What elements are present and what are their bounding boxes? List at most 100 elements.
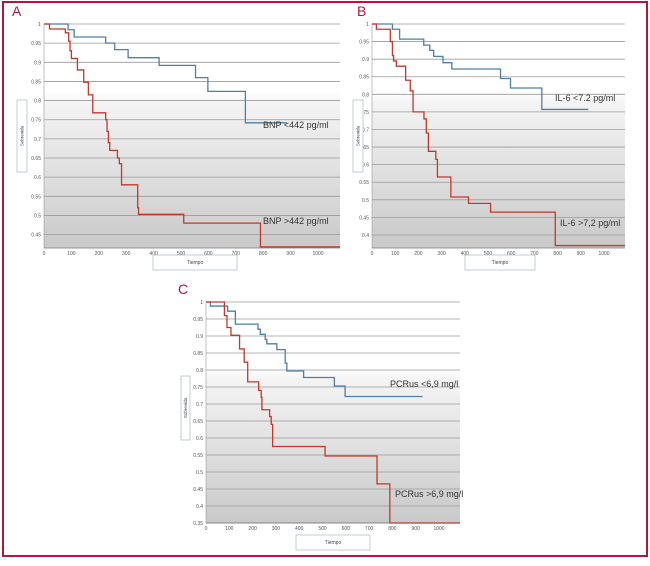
y-tick-label: 0.7 — [34, 137, 41, 143]
y-tick-label: 0.75 — [359, 110, 369, 116]
panel-letter: A — [12, 3, 22, 19]
series-label: PCRus <6,9 mg/l — [390, 379, 458, 389]
x-tick-label: 600 — [204, 251, 213, 257]
y-tick-label: 0.45 — [31, 233, 41, 239]
chart-panel-B: 1 0.95 0.9 0.85 0.8 0.75 0.7 0.65 0.6 0.55 0.5 0.45… — [352, 3, 625, 271]
plot-area — [206, 302, 460, 523]
y-tick-label: 0.95 — [193, 317, 203, 323]
y-tick-label: 0.9 — [34, 60, 41, 66]
x-axis-title: Tiempo — [187, 260, 204, 266]
x-tick-label: 200 — [95, 251, 104, 257]
y-axis-title: Sobrevida — [20, 125, 25, 146]
y-tick-label: 0.55 — [31, 194, 41, 200]
y-tick-label: 0.8 — [196, 368, 203, 374]
y-tick-label: 0.65 — [359, 145, 369, 151]
y-tick-label: 0.65 — [31, 156, 41, 162]
x-tick-label: 1000 — [312, 251, 323, 257]
survival-curve-low — [372, 23, 589, 111]
survival-curve-high — [206, 301, 460, 524]
y-tick-label: 0.55 — [359, 180, 369, 186]
y-tick-label: 1 — [200, 300, 203, 306]
x-tick-label: 800 — [388, 526, 397, 532]
x-tick-label: 900 — [412, 526, 421, 532]
y-tick-label: 0.7 — [196, 402, 203, 408]
x-tick-label: 600 — [342, 526, 351, 532]
series-label: IL-6 <7.2 pg/ml — [555, 93, 615, 103]
plot-area — [44, 24, 340, 248]
y-tick-label: 0.55 — [193, 453, 203, 459]
x-tick-label: 400 — [149, 251, 158, 257]
x-tick-label: 700 — [530, 251, 539, 257]
x-tick-label: 1000 — [433, 526, 444, 532]
y-tick-label: 0.4 — [196, 504, 203, 510]
y-tick-label: 0.45 — [359, 215, 369, 221]
x-tick-label: 800 — [553, 251, 562, 257]
x-tick-label: 500 — [177, 251, 186, 257]
x-tick-label: 0 — [205, 526, 208, 532]
chart-panel-A: 1 0.95 0.9 0.85 0.8 0.75 0.7 0.65 0.6 0.55 0.5 0.45… — [12, 3, 340, 271]
y-tick-label: 1 — [38, 22, 41, 28]
y-tick-label: 0.5 — [34, 213, 41, 219]
survival-curve-high — [372, 23, 625, 247]
x-tick-label: 800 — [259, 251, 268, 257]
series-label: IL-6 >7,2 pg/ml — [560, 218, 620, 228]
x-tick-label: 900 — [286, 251, 295, 257]
y-axis-title-box — [352, 99, 364, 173]
x-tick-label: 400 — [295, 526, 304, 532]
x-tick-label: 300 — [272, 526, 281, 532]
y-tick-label: 0.35 — [193, 521, 203, 527]
y-tick-label: 0.75 — [193, 385, 203, 391]
y-axis-title: Sobrevida — [183, 397, 188, 418]
y-tick-label: 0.7 — [362, 127, 369, 133]
series-label: PCRus >6,9 mg/l — [395, 489, 463, 499]
x-tick-label: 1000 — [598, 251, 609, 257]
x-tick-label: 300 — [437, 251, 446, 257]
y-tick-label: 0.8 — [34, 99, 41, 105]
survival-curve-low — [206, 301, 423, 398]
y-tick-label: 0.65 — [193, 419, 203, 425]
frame — [2, 1, 648, 557]
y-tick-label: 0.85 — [359, 75, 369, 81]
y-tick-label: 0.5 — [196, 470, 203, 476]
x-tick-label: 100 — [225, 526, 234, 532]
x-tick-label: 700 — [232, 251, 241, 257]
y-tick-label: 0.5 — [362, 198, 369, 204]
plot-area — [372, 24, 625, 248]
y-tick-label: 0.4 — [362, 233, 369, 239]
y-tick-label: 0.85 — [31, 79, 41, 85]
panel-letter: B — [357, 3, 366, 19]
x-tick-label: 400 — [461, 251, 470, 257]
x-tick-label: 900 — [577, 251, 586, 257]
x-tick-label: 600 — [507, 251, 516, 257]
x-axis-title: Tiempo — [325, 540, 342, 546]
x-tick-label: 200 — [414, 251, 423, 257]
y-tick-label: 0.85 — [193, 351, 203, 357]
chart-panel-C: 1 0.95 0.9 0.85 0.8 0.75 0.7 0.65 0.6 0.55 0.5 0.45… — [178, 281, 463, 551]
series-label: BNP <442 pg/ml — [263, 120, 329, 130]
y-axis-title: Sobrevida — [356, 125, 361, 146]
y-tick-label: 1 — [366, 22, 369, 28]
y-tick-label: 0.75 — [31, 118, 41, 124]
y-tick-label: 0.8 — [362, 92, 369, 98]
y-tick-label: 0.95 — [359, 40, 369, 46]
y-tick-label: 0.95 — [31, 41, 41, 47]
x-axis-title-box — [295, 534, 371, 551]
y-tick-label: 0.6 — [34, 175, 41, 181]
y-tick-label: 0.6 — [196, 436, 203, 442]
survival-curve-high — [44, 23, 340, 248]
x-tick-label: 100 — [67, 251, 76, 257]
x-tick-label: 0 — [43, 251, 46, 257]
panel-letter: C — [178, 281, 188, 297]
series-label: BNP >442 pg/ml — [263, 216, 329, 226]
x-tick-label: 100 — [391, 251, 400, 257]
y-tick-label: 0.9 — [362, 57, 369, 63]
x-tick-label: 700 — [365, 526, 374, 532]
x-tick-label: 0 — [371, 251, 374, 257]
y-axis-title-box — [16, 99, 28, 173]
x-tick-label: 200 — [248, 526, 257, 532]
y-tick-label: 0.45 — [193, 487, 203, 493]
x-tick-label: 300 — [122, 251, 131, 257]
y-tick-label: 0.6 — [362, 163, 369, 169]
y-tick-label: 0.9 — [196, 334, 203, 340]
